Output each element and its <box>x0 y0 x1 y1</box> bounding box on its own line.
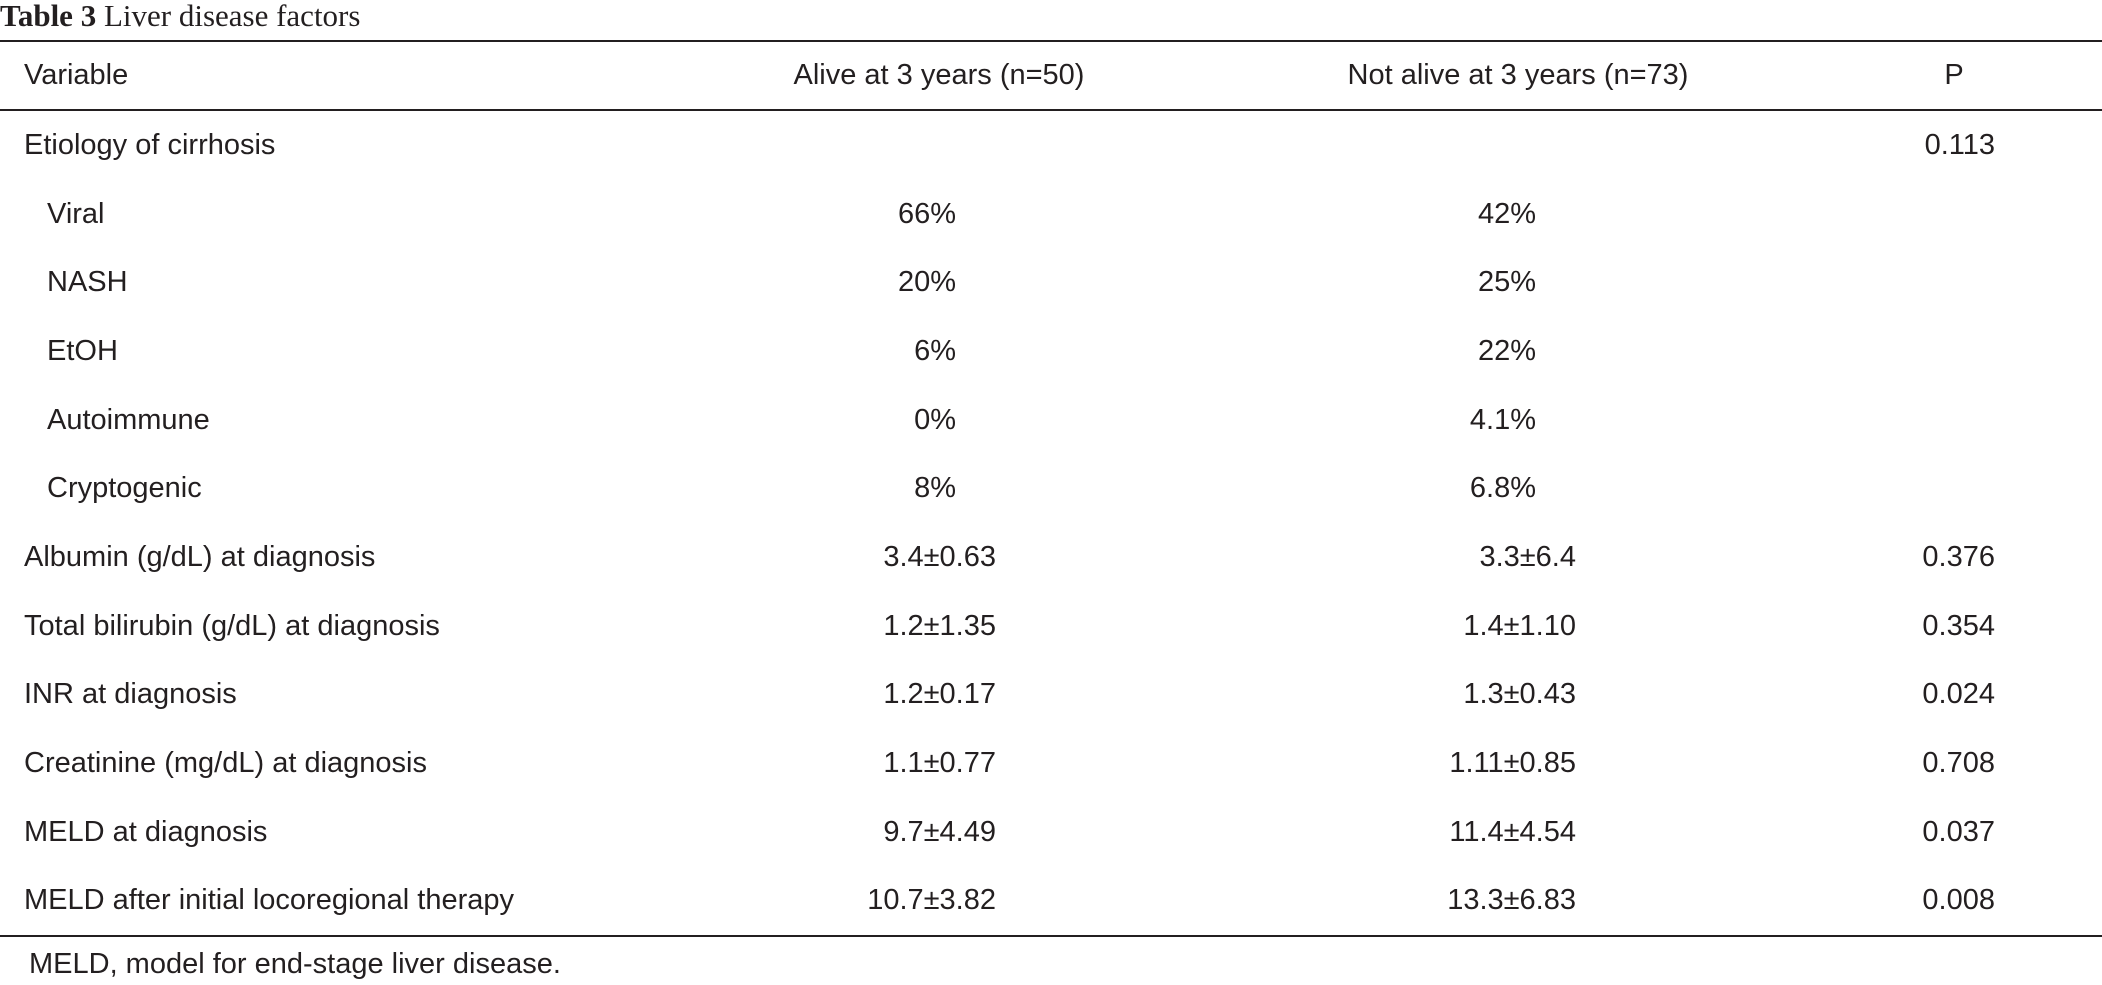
table-header-row: Variable Alive at 3 years (n=50) Not ali… <box>0 42 2102 109</box>
cell-alive: 10.7±3.82 <box>867 884 996 917</box>
cell-variable: Creatinine (mg/dL) at diagnosis <box>24 747 427 779</box>
cell-variable: Etiology of cirrhosis <box>24 129 276 161</box>
header-alive: Alive at 3 years (n=50) <box>793 59 1085 91</box>
cell-variable: INR at diagnosis <box>24 678 237 711</box>
table-row: MELD after initial locoregional therapy … <box>0 866 2102 935</box>
header-rule <box>0 109 2102 111</box>
cell-variable: EtOH <box>47 335 118 367</box>
header-variable: Variable <box>24 59 129 91</box>
cell-not-alive: 4.1% <box>1469 403 1536 436</box>
cell-alive: 1.2±1.35 <box>883 609 996 642</box>
cell-not-alive: 11.4±4.54 <box>1449 815 1576 848</box>
cell-not-alive: 22% <box>1477 335 1536 367</box>
header-not-alive: Not alive at 3 years (n=73) <box>1347 59 1689 91</box>
table-caption: Table 3 Liver disease factors <box>0 0 360 34</box>
cell-alive: 0% <box>914 403 956 436</box>
table-row: EtOH 6% 22% <box>0 317 2102 386</box>
cell-variable: Total bilirubin (g/dL) at diagnosis <box>24 609 440 642</box>
table-row: Etiology of cirrhosis 0.113 <box>0 111 2102 180</box>
table-number: Table 3 <box>0 0 97 33</box>
table-row: Autoimmune 0% 4.1% <box>0 386 2102 455</box>
cell-variable: Autoimmune <box>47 403 210 436</box>
cell-alive: 3.4±0.63 <box>883 541 996 573</box>
cell-not-alive: 13.3±6.83 <box>1447 884 1576 917</box>
cell-p: 0.037 <box>1922 815 1995 848</box>
cell-variable: Viral <box>47 197 105 230</box>
cell-alive: 66% <box>897 197 956 230</box>
cell-not-alive: 1.3±0.43 <box>1463 678 1576 711</box>
cell-p: 0.354 <box>1922 609 1995 642</box>
cell-variable: Cryptogenic <box>47 472 202 505</box>
cell-p: 0.024 <box>1922 678 1995 711</box>
table-row: Viral 66% 42% <box>0 180 2102 249</box>
cell-variable: MELD after initial locoregional therapy <box>24 884 515 917</box>
cell-alive: 1.2±0.17 <box>883 678 996 711</box>
cell-alive: 9.7±4.49 <box>883 815 996 848</box>
cell-variable: MELD at diagnosis <box>24 815 268 848</box>
header-p: P <box>1944 59 1964 91</box>
cell-not-alive: 1.4±1.10 <box>1463 609 1576 642</box>
cell-variable: Albumin (g/dL) at diagnosis <box>24 541 376 573</box>
top-rule <box>0 40 2102 42</box>
table-body: Etiology of cirrhosis 0.113 Viral 66% 42… <box>0 111 2102 935</box>
table-footnote: MELD, model for end-stage liver disease. <box>29 948 561 980</box>
cell-alive: 20% <box>897 266 956 299</box>
table-row: Cryptogenic 8% 6.8% <box>0 454 2102 523</box>
cell-p: 0.708 <box>1922 747 1995 779</box>
cell-not-alive: 42% <box>1477 197 1536 230</box>
cell-p: 0.113 <box>1924 129 1995 161</box>
cell-alive: 6% <box>914 335 956 367</box>
cell-p: 0.376 <box>1922 541 1995 573</box>
table-row: Creatinine (mg/dL) at diagnosis 1.1±0.77… <box>0 729 2102 798</box>
cell-alive: 1.1±0.77 <box>883 747 996 779</box>
cell-p: 0.008 <box>1922 884 1995 917</box>
cell-not-alive: 6.8% <box>1469 472 1536 505</box>
table-row: MELD at diagnosis 9.7±4.49 11.4±4.54 0.0… <box>0 798 2102 867</box>
table-row: Albumin (g/dL) at diagnosis 3.4±0.63 3.3… <box>0 523 2102 592</box>
cell-not-alive: 1.11±0.85 <box>1449 747 1576 779</box>
bottom-rule <box>0 935 2102 937</box>
cell-not-alive: 25% <box>1477 266 1536 299</box>
table-row: INR at diagnosis 1.2±0.17 1.3±0.43 0.024 <box>0 660 2102 729</box>
cell-not-alive: 3.3±6.4 <box>1479 541 1576 573</box>
table-row: Total bilirubin (g/dL) at diagnosis 1.2±… <box>0 592 2102 661</box>
cell-alive: 8% <box>914 472 956 505</box>
table-title: Liver disease factors <box>103 0 361 33</box>
table-row: NASH 20% 25% <box>0 248 2102 317</box>
cell-variable: NASH <box>47 266 128 299</box>
